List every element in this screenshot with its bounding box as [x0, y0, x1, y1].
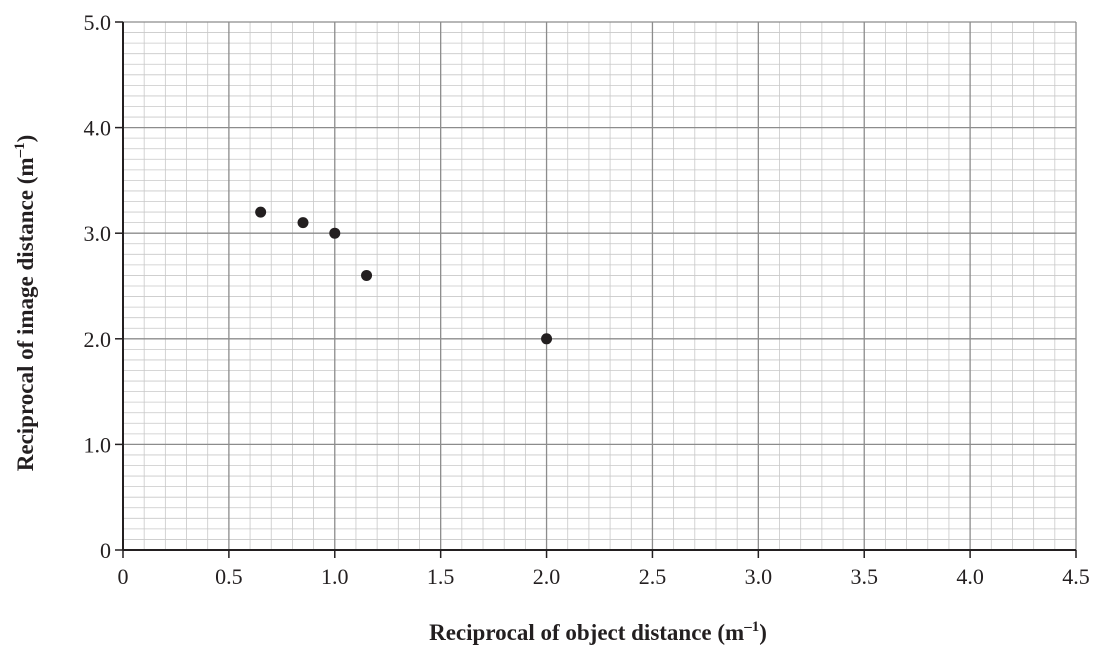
x-tick-label: 0 — [118, 564, 129, 589]
x-tick-label: 0.5 — [215, 564, 243, 589]
x-tick-label: 3.0 — [745, 564, 773, 589]
data-point — [255, 206, 267, 218]
x-axis-title: Reciprocal of object distance (m–1) — [429, 619, 767, 645]
data-points — [255, 206, 553, 345]
y-tick-label: 0 — [100, 538, 111, 563]
y-tick-label: 2.0 — [84, 327, 112, 352]
minor-gridlines — [123, 22, 1076, 550]
axes — [115, 21, 1077, 558]
x-tick-label: 4.0 — [956, 564, 984, 589]
y-tick-label: 3.0 — [84, 221, 112, 246]
data-point — [329, 227, 341, 239]
x-tick-labels: 0 0.5 1.0 1.5 2.0 2.5 3.0 3.5 4.0 4.5 — [118, 564, 1090, 589]
x-tick-label: 1.5 — [427, 564, 455, 589]
y-tick-label: 5.0 — [84, 10, 112, 35]
x-tick-label: 3.5 — [850, 564, 878, 589]
y-tick-labels: 0 1.0 2.0 3.0 4.0 5.0 — [84, 10, 112, 563]
y-tick-label: 1.0 — [84, 432, 112, 457]
data-point — [361, 269, 373, 281]
data-point — [297, 217, 309, 229]
x-tick-label: 2.5 — [639, 564, 667, 589]
y-axis-title: Reciprocal of image distance (m–1) — [12, 135, 38, 472]
x-tick-label: 2.0 — [533, 564, 561, 589]
x-tick-label: 4.5 — [1062, 564, 1090, 589]
x-tick-label: 1.0 — [321, 564, 349, 589]
data-point — [541, 333, 553, 345]
y-tick-label: 4.0 — [84, 116, 112, 141]
